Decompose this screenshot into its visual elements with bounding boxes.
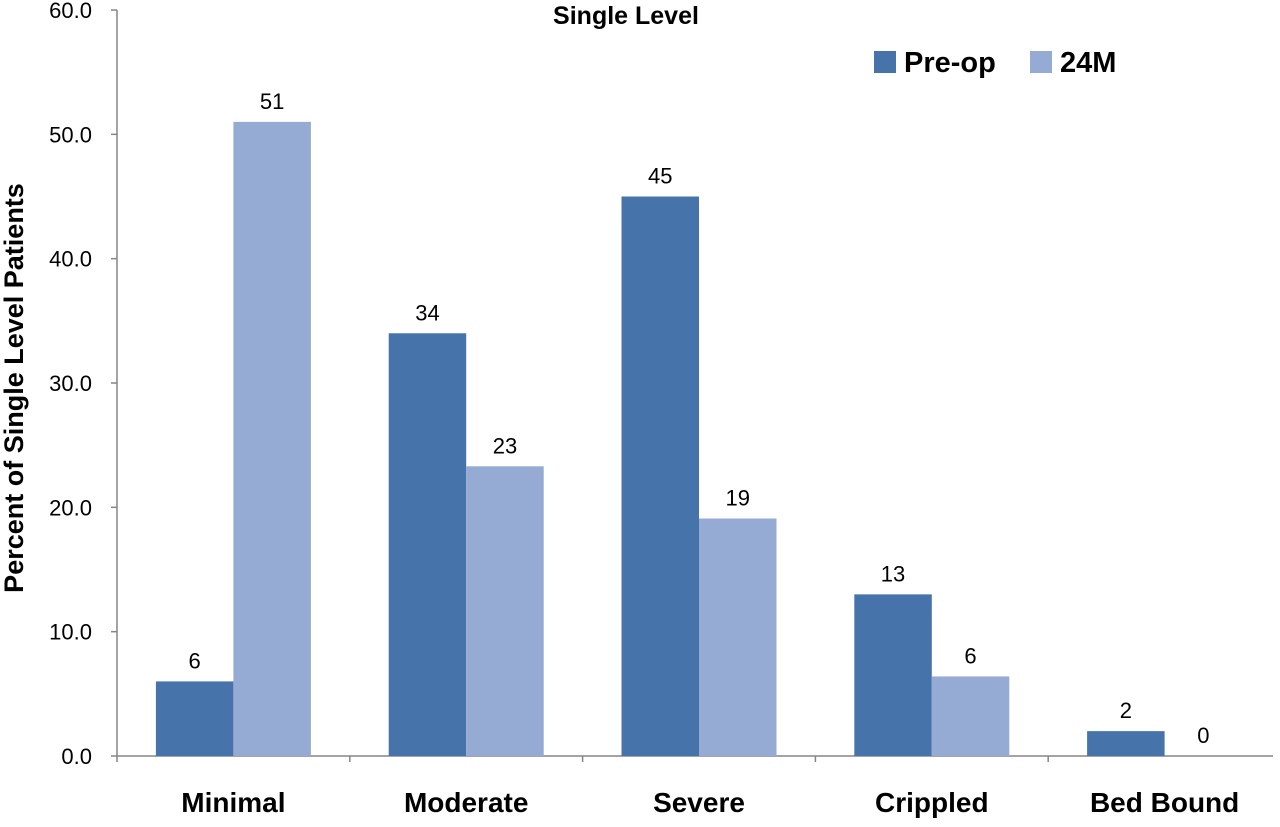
y-tick-label: 50.0 [49,122,92,147]
legend-swatch [1030,51,1052,73]
legend-label: Pre-op [904,47,996,79]
bar-pre-op [854,594,932,756]
bar-24m [931,676,1010,756]
chart-title: Single Level [553,2,699,30]
bar-pre-op [1087,731,1165,756]
x-category-label: Moderate [404,787,528,818]
bar-24m [466,466,544,756]
legend-label: 24M [1060,47,1116,79]
data-label: 0 [1197,723,1209,748]
x-category-label: Crippled [875,787,989,818]
x-category-label: Bed Bound [1090,787,1239,818]
data-label: 23 [493,433,517,458]
data-label: 45 [648,164,672,189]
data-label: 6 [189,648,201,673]
x-category-label: Minimal [181,787,285,818]
bar-pre-op [621,196,699,756]
y-tick-label: 20.0 [49,495,92,520]
legend: Pre-op 24M [874,47,1116,79]
bar-pre-op [155,681,234,756]
bar-24m [233,121,311,756]
bar-pre-op [388,333,467,756]
x-category-label: Severe [653,787,745,818]
data-label: 13 [881,561,905,586]
y-tick-label: 40.0 [49,247,92,272]
data-label: 51 [260,89,284,114]
data-label: 2 [1120,698,1132,723]
data-label: 6 [964,643,976,668]
data-label: 34 [415,300,439,325]
y-tick-label: 60.0 [49,0,92,23]
y-tick-label: 0.0 [61,744,92,769]
legend-swatch [874,51,896,73]
y-tick-label: 30.0 [49,371,92,396]
y-axis-title: Percent of Single Level Patients [0,183,29,593]
y-tick-label: 10.0 [49,620,92,645]
bar-24m [699,518,777,756]
plot-area: 0.0 10.0 20.0 30.0 40.0 50.0 60.0 6 51 Minimal 34 2… [49,0,1273,818]
data-label: 19 [726,486,750,511]
